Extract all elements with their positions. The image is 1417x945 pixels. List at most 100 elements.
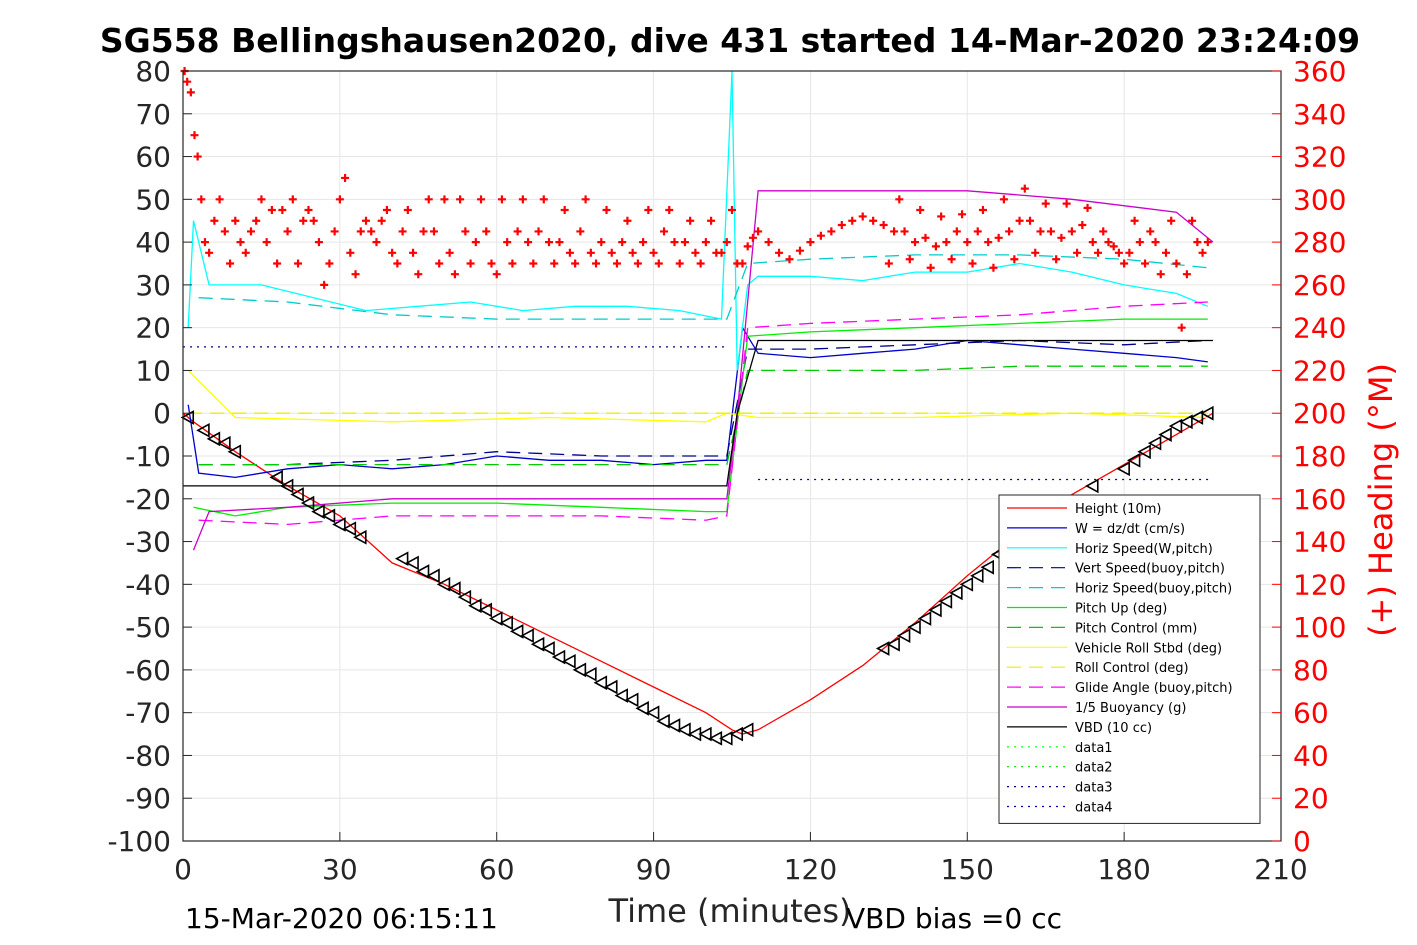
heading-marker <box>911 238 919 247</box>
heading-marker <box>226 259 235 268</box>
heading-marker <box>1057 233 1066 242</box>
legend-entry-9: Glide Angle (buoy,pitch) <box>1075 681 1233 696</box>
depth-marker <box>1137 444 1151 460</box>
heading-marker <box>806 238 815 247</box>
heading-marker <box>607 248 616 257</box>
depth-marker <box>928 602 942 618</box>
depth-marker <box>1085 478 1099 494</box>
legend-entry-5: Pitch Up (deg) <box>1075 602 1167 617</box>
heading-marker <box>628 248 637 257</box>
depth-marker <box>1189 410 1204 425</box>
heading-marker <box>597 238 606 247</box>
series-line-1 <box>187 325 1208 479</box>
heading-marker <box>1114 248 1123 257</box>
heading-marker <box>314 238 323 247</box>
heading-marker <box>471 238 480 247</box>
heading-marker <box>492 270 501 279</box>
heading-marker <box>1109 242 1118 251</box>
heading-marker <box>680 238 689 247</box>
y-tick-label-left: 0 <box>153 397 171 430</box>
depth-marker <box>353 529 367 545</box>
depth-marker <box>499 615 513 631</box>
depth-marker <box>489 611 503 626</box>
depth-marker <box>970 568 984 584</box>
heading-marker <box>942 238 951 247</box>
heading-marker <box>958 210 967 219</box>
depth-marker <box>677 722 691 738</box>
heading-marker <box>728 206 736 215</box>
heading-marker <box>257 195 266 204</box>
depth-marker <box>436 576 451 592</box>
heading-marker <box>398 227 407 236</box>
heading-marker <box>1046 227 1055 236</box>
heading-marker <box>586 248 595 257</box>
depth-marker <box>509 624 524 639</box>
heading-marker <box>335 195 344 204</box>
heading-marker <box>200 238 209 247</box>
y-axis-right: 3603403203002802602402202001801601401201… <box>1272 55 1346 858</box>
depth-marker <box>217 435 231 451</box>
heading-marker <box>571 259 580 268</box>
heading-marker <box>346 248 355 257</box>
heading-marker <box>696 259 705 268</box>
heading-marker <box>367 227 376 236</box>
heading-marker <box>921 233 930 242</box>
heading-marker <box>963 238 972 247</box>
depth-marker <box>614 688 629 703</box>
depth-marker <box>645 705 660 721</box>
heading-marker <box>534 227 543 236</box>
heading-marker <box>186 88 195 97</box>
heading-marker <box>1067 227 1076 236</box>
heading-marker <box>197 195 206 204</box>
depth-marker <box>290 487 304 502</box>
heading-marker <box>1052 255 1061 264</box>
heading-marker <box>639 238 648 247</box>
x-tick-label: 210 <box>1254 853 1307 886</box>
heading-marker <box>1073 248 1082 257</box>
heading-marker <box>1135 238 1144 247</box>
heading-marker <box>660 227 669 236</box>
heading-marker <box>1094 248 1102 257</box>
heading-marker <box>1182 270 1191 279</box>
heading-marker <box>450 270 459 279</box>
heading-marker <box>377 216 386 225</box>
heading-marker <box>341 173 350 182</box>
y-tick-label-left: -30 <box>125 526 171 559</box>
heading-marker <box>722 238 731 247</box>
depth-marker <box>206 431 221 447</box>
heading-marker <box>503 238 512 247</box>
heading-marker <box>602 206 611 215</box>
depth-marker <box>468 598 482 614</box>
heading-marker <box>931 242 940 251</box>
heading-marker <box>858 212 867 221</box>
depth-marker <box>572 662 587 678</box>
heading-marker <box>1104 238 1113 247</box>
heading-marker <box>795 246 804 255</box>
heading-marker <box>869 216 878 225</box>
legend-entry-6: Pitch Control (mm) <box>1075 621 1197 636</box>
heading-marker <box>299 216 308 225</box>
heading-marker <box>890 227 899 236</box>
depth-marker <box>478 602 493 618</box>
heading-marker <box>623 216 632 225</box>
heading-marker <box>1005 227 1014 236</box>
y-tick-label-right: 200 <box>1293 397 1346 430</box>
heading-marker <box>1062 199 1071 208</box>
heading-marker <box>1026 216 1035 225</box>
legend-entry-3: Vert Speed(buoy,pitch) <box>1075 562 1225 577</box>
depth-marker <box>394 551 409 567</box>
heading-marker <box>1198 248 1207 257</box>
depth-marker <box>1116 461 1130 477</box>
heading-marker <box>362 216 370 225</box>
depth-marker <box>520 628 534 644</box>
heading-marker <box>215 195 224 204</box>
heading-marker <box>649 248 658 257</box>
heading-marker <box>1130 216 1139 225</box>
y-tick-label-left: 30 <box>135 269 171 302</box>
heading-marker <box>1151 238 1160 247</box>
heading-marker <box>477 195 486 204</box>
heading-marker <box>1141 259 1150 268</box>
heading-marker <box>691 248 700 257</box>
series-line-4 <box>198 254 1208 320</box>
